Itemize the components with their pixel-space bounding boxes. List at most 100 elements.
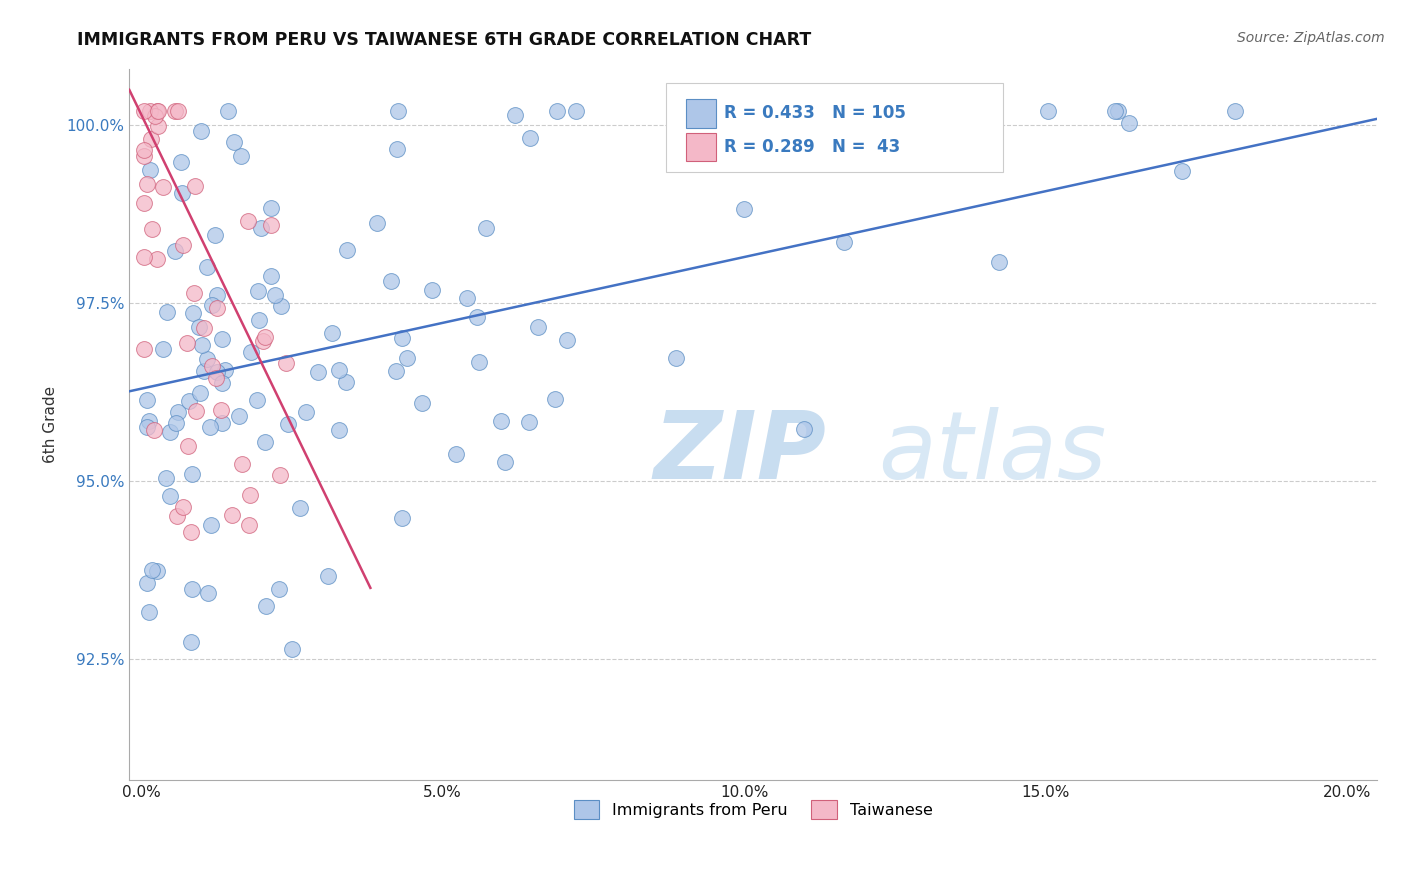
- Text: R = 0.289   N =  43: R = 0.289 N = 43: [724, 137, 901, 156]
- Point: [211, 376, 233, 391]
- Text: ZIP: ZIP: [654, 407, 827, 499]
- Point: [146, 564, 169, 578]
- Point: [193, 320, 215, 334]
- Point: [134, 149, 156, 163]
- Point: [134, 143, 156, 157]
- Point: [231, 457, 253, 471]
- Point: [217, 104, 239, 119]
- Point: [138, 413, 160, 427]
- Point: [246, 392, 269, 407]
- Point: [141, 563, 163, 577]
- Point: [205, 301, 228, 315]
- Point: [380, 274, 402, 288]
- Point: [146, 252, 169, 266]
- Point: [1170, 164, 1192, 178]
- Point: [156, 305, 179, 319]
- Point: [665, 351, 688, 366]
- Point: [211, 332, 233, 346]
- Point: [138, 605, 160, 619]
- Point: [252, 334, 274, 348]
- Point: [136, 575, 159, 590]
- Point: [1118, 116, 1140, 130]
- Point: [544, 392, 567, 407]
- Point: [177, 394, 200, 409]
- Text: R = 0.433   N = 105: R = 0.433 N = 105: [724, 104, 907, 122]
- Point: [183, 285, 205, 300]
- Point: [387, 104, 409, 119]
- Point: [136, 177, 159, 191]
- Point: [159, 425, 181, 439]
- Point: [166, 509, 188, 524]
- Point: [318, 568, 340, 582]
- Point: [395, 351, 418, 365]
- Point: [184, 403, 207, 417]
- Point: [222, 136, 245, 150]
- Point: [155, 471, 177, 485]
- Point: [260, 269, 283, 284]
- Point: [165, 104, 187, 119]
- Point: [546, 104, 568, 119]
- Point: [391, 511, 413, 525]
- Point: [180, 635, 202, 649]
- Point: [134, 250, 156, 264]
- Point: [236, 214, 259, 228]
- Point: [793, 422, 815, 436]
- Point: [188, 320, 211, 334]
- Point: [221, 508, 243, 522]
- Point: [328, 423, 350, 437]
- Point: [503, 108, 526, 122]
- Point: [321, 326, 343, 340]
- Y-axis label: 6th Grade: 6th Grade: [44, 385, 58, 463]
- Point: [274, 356, 297, 370]
- Point: [136, 393, 159, 408]
- Text: atlas: atlas: [877, 407, 1107, 499]
- Point: [136, 420, 159, 434]
- Point: [143, 109, 166, 123]
- Point: [335, 376, 357, 390]
- Point: [269, 582, 291, 597]
- Point: [201, 298, 224, 312]
- Point: [247, 313, 270, 327]
- Point: [1104, 104, 1126, 119]
- Point: [444, 447, 467, 461]
- Point: [366, 216, 388, 230]
- Point: [468, 355, 491, 369]
- Point: [494, 455, 516, 469]
- Point: [139, 104, 162, 119]
- Point: [200, 517, 222, 532]
- Point: [172, 238, 194, 252]
- Point: [465, 310, 488, 324]
- Point: [264, 288, 287, 302]
- Point: [139, 163, 162, 178]
- Point: [134, 104, 156, 119]
- Point: [832, 235, 855, 250]
- Point: [180, 525, 202, 540]
- Point: [148, 119, 170, 133]
- Point: [420, 283, 443, 297]
- Point: [176, 440, 198, 454]
- Point: [146, 104, 169, 119]
- Point: [195, 351, 218, 366]
- Point: [489, 414, 512, 428]
- Legend: Immigrants from Peru, Taiwanese: Immigrants from Peru, Taiwanese: [567, 794, 939, 825]
- Point: [193, 364, 215, 378]
- Point: [385, 142, 408, 156]
- Point: [526, 320, 548, 334]
- Point: [238, 517, 260, 532]
- Point: [411, 396, 433, 410]
- Point: [172, 186, 194, 200]
- Point: [143, 423, 166, 437]
- Point: [391, 331, 413, 345]
- Point: [211, 416, 233, 430]
- Point: [209, 402, 232, 417]
- FancyBboxPatch shape: [666, 83, 1002, 171]
- Point: [254, 599, 277, 613]
- Point: [270, 299, 292, 313]
- Point: [180, 467, 202, 482]
- Point: [188, 385, 211, 400]
- Point: [281, 641, 304, 656]
- Text: IMMIGRANTS FROM PERU VS TAIWANESE 6TH GRADE CORRELATION CHART: IMMIGRANTS FROM PERU VS TAIWANESE 6TH GR…: [77, 31, 811, 49]
- Point: [288, 501, 311, 516]
- Point: [205, 365, 228, 379]
- Point: [269, 467, 291, 482]
